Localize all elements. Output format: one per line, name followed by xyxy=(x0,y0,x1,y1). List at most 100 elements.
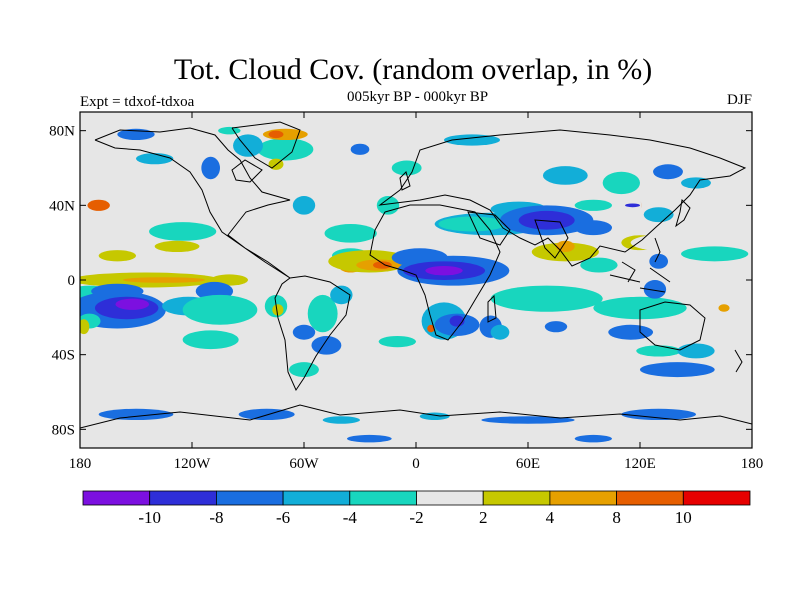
anomaly-region xyxy=(218,126,241,135)
anomaly-region xyxy=(292,324,316,340)
anomaly-region xyxy=(87,199,110,211)
lat-label: 40N xyxy=(49,198,75,214)
anomaly-region xyxy=(580,257,618,273)
axis-ticks xyxy=(79,112,753,448)
colorbar-box xyxy=(682,490,751,506)
anomaly-region xyxy=(677,343,715,359)
anomaly-region xyxy=(98,408,174,420)
anomaly-region xyxy=(481,416,575,424)
anomaly-region xyxy=(322,416,361,424)
colorbar-label: -4 xyxy=(343,508,358,527)
anomaly-region xyxy=(307,294,338,333)
anomaly-region xyxy=(149,222,217,241)
longitude-labels: 180 120W 60W 0 60E 120E 180 xyxy=(69,456,764,472)
anomaly-region xyxy=(438,216,506,232)
colorbar-label: -2 xyxy=(409,508,423,527)
coastline-indonesia xyxy=(609,261,671,293)
anomaly-region xyxy=(574,220,612,236)
lon-label: 120W xyxy=(174,456,212,472)
anomaly-region xyxy=(346,434,392,443)
anomaly-region xyxy=(608,324,654,340)
coastline-south-america xyxy=(274,275,351,392)
anomaly-region xyxy=(425,266,463,276)
colorbar-label: 10 xyxy=(675,508,692,527)
coastline-new-zealand xyxy=(734,349,743,373)
anomaly-region xyxy=(602,171,640,195)
anomaly-region xyxy=(80,220,155,243)
colorbar-label: 2 xyxy=(479,508,488,527)
experiment-label: Expt = tdxof-tdxoa xyxy=(80,94,195,110)
coastline-india xyxy=(534,219,569,259)
colorbar-box xyxy=(482,490,551,506)
anomaly-region xyxy=(444,134,500,146)
coastline-japan xyxy=(675,198,691,228)
colorbar-box xyxy=(416,490,484,506)
anomaly-region xyxy=(154,240,200,252)
anomaly-region xyxy=(544,321,568,333)
anomaly-region xyxy=(350,143,370,155)
season-label: DJF xyxy=(726,92,752,108)
anomaly-region xyxy=(330,285,353,305)
anomaly-regions xyxy=(80,126,749,443)
anomaly-region xyxy=(681,177,711,189)
colorbar-label: -8 xyxy=(209,508,223,527)
coastline-africa xyxy=(369,204,501,341)
anomaly-region xyxy=(718,304,730,312)
colorbar-label: 8 xyxy=(612,508,621,527)
lon-label: 0 xyxy=(412,456,420,472)
anomaly-region xyxy=(98,250,136,262)
anomaly-region xyxy=(636,345,682,357)
anomaly-region xyxy=(324,224,377,243)
anomaly-region xyxy=(272,304,284,316)
coastline-philippines xyxy=(654,237,661,263)
lat-label: 0 xyxy=(68,273,76,289)
anomaly-region xyxy=(518,210,575,230)
colorbar-label: -6 xyxy=(276,508,290,527)
anomaly-region xyxy=(391,160,422,176)
anomaly-region xyxy=(574,199,612,211)
colorbar-box xyxy=(549,490,618,506)
anomaly-region xyxy=(292,196,316,215)
colorbar-box xyxy=(282,490,351,506)
lat-label: 40S xyxy=(52,348,75,364)
colorbar-box xyxy=(616,490,684,506)
lon-label: 180 xyxy=(741,456,764,472)
anomaly-region xyxy=(621,408,697,420)
coastline-greenland xyxy=(231,121,301,169)
coastline-north-america xyxy=(94,127,291,279)
coastline-madagascar xyxy=(487,294,497,323)
anomaly-region xyxy=(373,261,392,269)
anomaly-region xyxy=(268,130,284,139)
anomaly-region xyxy=(649,253,669,269)
anomaly-region xyxy=(643,280,667,299)
colorbar-box xyxy=(82,490,151,506)
anomaly-region xyxy=(681,246,749,262)
coastline-hudson-bay xyxy=(231,159,263,183)
coastline-australia xyxy=(639,301,706,351)
anomaly-region xyxy=(625,203,640,208)
anomaly-region xyxy=(490,324,510,340)
colorbar xyxy=(82,490,751,506)
coastlines xyxy=(80,121,752,429)
colorbar-box xyxy=(349,490,417,506)
lon-label: 60W xyxy=(289,456,319,472)
colorbar-labels: -10 -8 -6 -4 -2 2 4 8 10 xyxy=(138,508,691,527)
anomaly-region xyxy=(427,324,435,333)
anomaly-region xyxy=(136,153,174,165)
coastline-eurasia xyxy=(378,129,747,267)
lon-label: 120E xyxy=(624,456,656,472)
anomaly-region xyxy=(490,285,603,312)
lat-label: 80N xyxy=(49,124,75,140)
lon-label: 180 xyxy=(69,456,92,472)
anomaly-region xyxy=(531,242,599,262)
anomaly-region xyxy=(115,298,150,310)
anomaly-region xyxy=(500,190,556,202)
colorbar-box xyxy=(149,490,217,506)
anomaly-region xyxy=(182,294,258,325)
map-subtitle: 005kyr BP - 000kyr BP xyxy=(346,89,489,105)
anomaly-region xyxy=(122,277,206,283)
anomaly-region xyxy=(640,362,715,378)
map-title: Tot. Cloud Cov. (random overlap, in %) xyxy=(173,53,653,86)
anomaly-region xyxy=(289,362,319,378)
